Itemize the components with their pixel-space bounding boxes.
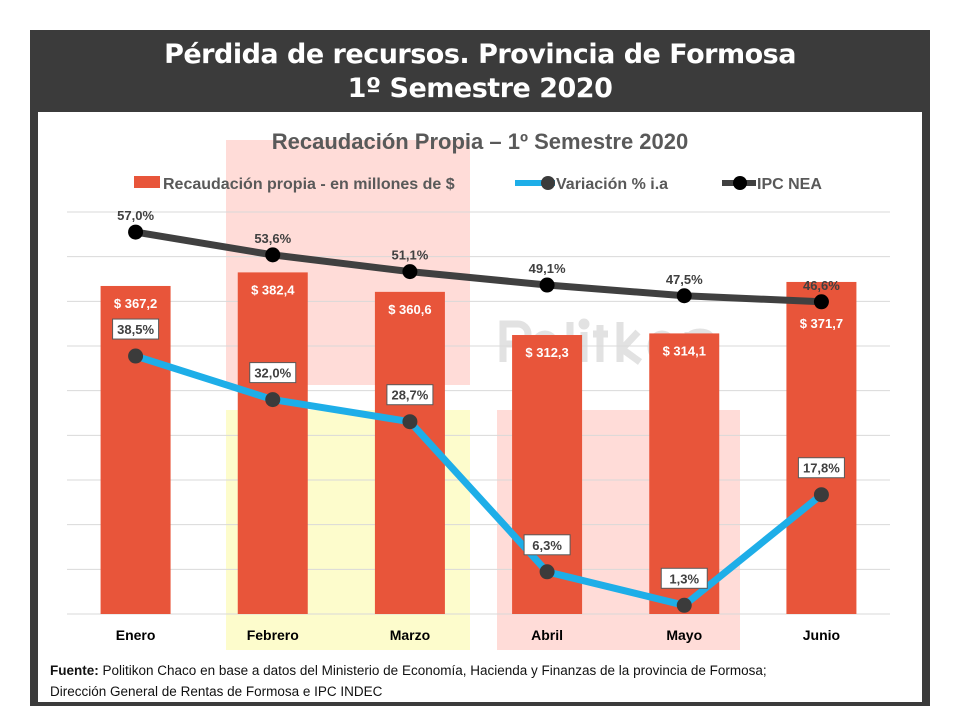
variacion-label: 1,3%: [669, 571, 699, 586]
bar-febrero: [237, 272, 308, 614]
legend-marker-ipc: [733, 176, 747, 190]
variacion-marker: [539, 564, 555, 580]
ipc-line: [135, 228, 822, 306]
x-tick-label: Enero: [116, 627, 156, 643]
variacion-label-box: [112, 318, 160, 340]
ipc-label: 49,1%: [529, 261, 566, 276]
chart-title: Recaudación Propia – 1º Semestre 2020: [272, 129, 688, 154]
ipc-marker: [676, 288, 692, 304]
source-label: Fuente:: [50, 663, 99, 678]
variacion-label: 32,0%: [254, 366, 291, 381]
title-line-1: Pérdida de recursos. Provincia de Formos…: [164, 39, 796, 70]
ipc-label: 46,6%: [803, 278, 840, 293]
bar-label: $ 314,1: [663, 343, 706, 358]
x-tick-label: Mayo: [666, 627, 702, 643]
legend-marker-variacion: [541, 176, 555, 190]
variacion-marker: [265, 392, 281, 408]
variacion-label-box: [249, 362, 297, 384]
source-line-2: Dirección General de Rentas de Formosa e…: [50, 684, 383, 699]
x-tick-label: Febrero: [247, 627, 299, 643]
legend-label-variacion: Variación % i.a: [556, 176, 668, 193]
title-line-2: 1º Semestre 2020: [347, 73, 613, 104]
variacion-marker: [402, 414, 418, 430]
legend-label-ipc: IPC NEA: [757, 176, 822, 193]
ipc-marker: [128, 224, 144, 240]
variacion-label-box: [523, 534, 571, 556]
variacion-label: 6,3%: [532, 538, 562, 553]
variacion-label: 38,5%: [117, 322, 154, 337]
variacion-label-box: [797, 457, 845, 479]
bar-junio: [786, 281, 857, 614]
legend-label-bar: Recaudación propia - en millones de $: [163, 176, 455, 193]
x-tick-label: Abril: [531, 627, 563, 643]
page-title: Pérdida de recursos. Provincia de Formos…: [30, 38, 930, 106]
bar-mayo: [649, 333, 720, 614]
variacion-marker: [676, 597, 692, 613]
ipc-label: 53,6%: [254, 231, 291, 246]
bar-marzo: [374, 291, 445, 614]
source-line-1: Politikon Chaco en base a datos del Mini…: [102, 663, 767, 678]
bar-label: $ 360,6: [388, 302, 431, 317]
x-tick-label: Junio: [803, 627, 840, 643]
ipc-marker: [402, 264, 418, 280]
legend-bar-swatch: [134, 176, 160, 188]
bar-label: $ 371,7: [800, 316, 843, 331]
variacion-label-box: [386, 384, 434, 406]
x-tick-label: Marzo: [390, 627, 430, 643]
bar-enero: [100, 285, 171, 614]
ipc-label: 47,5%: [666, 272, 703, 287]
variacion-label: 17,8%: [803, 461, 840, 476]
ipc-marker: [265, 247, 281, 263]
ipc-marker: [539, 277, 555, 293]
variacion-label-box: [660, 567, 708, 589]
chart-panel: [38, 112, 922, 702]
bar-label: $ 382,4: [251, 282, 295, 297]
bar-label: $ 367,2: [114, 296, 157, 311]
source-note: Fuente: Politikon Chaco en base a datos …: [50, 660, 767, 702]
variacion-label: 28,7%: [391, 388, 428, 403]
variacion-marker: [128, 348, 144, 364]
variacion-marker: [813, 487, 829, 503]
ipc-marker: [813, 294, 829, 310]
bar-label: $ 312,3: [525, 345, 568, 360]
ipc-label: 57,0%: [117, 208, 154, 223]
ipc-label: 51,1%: [391, 248, 428, 263]
